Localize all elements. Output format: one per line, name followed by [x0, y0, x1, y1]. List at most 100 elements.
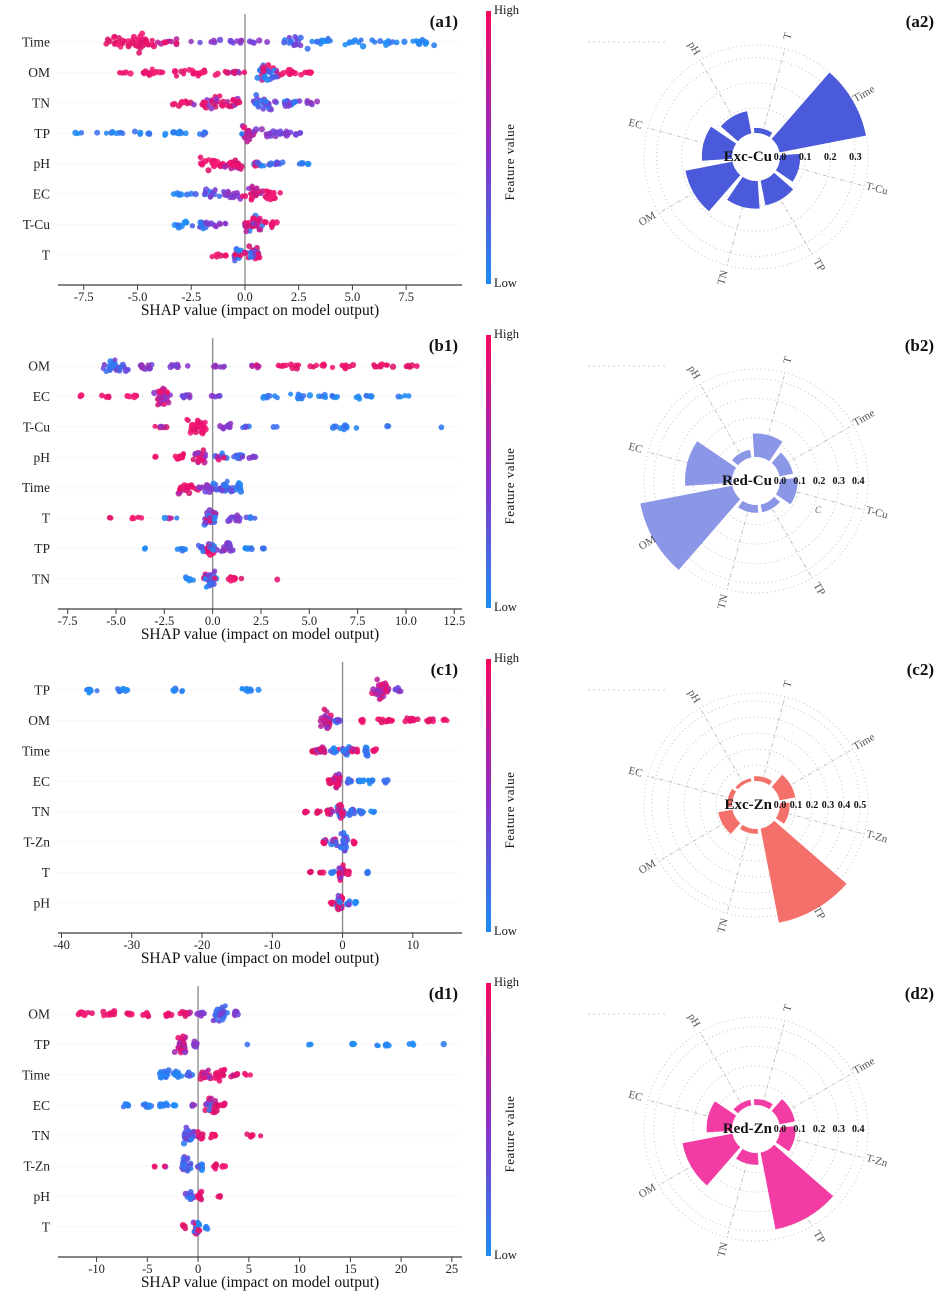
- polar-ring: [651, 700, 861, 910]
- shap-dot: [410, 1041, 417, 1048]
- shap-dot: [202, 419, 208, 425]
- shap-dot: [208, 39, 215, 45]
- shap-dot: [256, 254, 263, 261]
- shap-dot: [198, 485, 204, 491]
- shap-dot: [187, 1194, 194, 1201]
- shap-dot: [317, 808, 323, 814]
- beeswarm-plot: -10 -5 0 5 10 15 20 25 SHAP value (impact on mod…: [22, 984, 462, 1291]
- polar-bar-Time: [771, 72, 866, 153]
- x-tick-label: -7.5: [58, 614, 78, 628]
- polar-spoke-label-T: T: [781, 1003, 794, 1013]
- x-tick-label: -5: [142, 1262, 152, 1276]
- polar-bar-TP: [760, 496, 780, 513]
- shap-dot: [178, 99, 185, 106]
- shap-dot: [382, 779, 389, 786]
- shap-dot: [173, 40, 180, 46]
- polar-center-label: Exc-Zn: [724, 797, 772, 813]
- shap-dot: [103, 368, 109, 375]
- shap-dot: [370, 747, 376, 753]
- polar-plot: 0.0 0.1 0.2 0.3 Exc-Cu Time TpH EC OM TN TP T-Cu (a2…: [588, 12, 934, 286]
- polar-ring: [653, 1026, 859, 1232]
- dot-row-T-Zn: [151, 1153, 229, 1174]
- dot-row-TN: [182, 568, 281, 590]
- shap-dot: [353, 394, 359, 400]
- shap-dot: [264, 39, 271, 45]
- shap-dot: [258, 126, 265, 133]
- shap-dot: [335, 775, 342, 781]
- dot-row-Time: [103, 30, 438, 56]
- shap-dot: [179, 1073, 185, 1079]
- feature-label: T: [42, 511, 51, 526]
- polar-spoke-label-T: T: [781, 355, 794, 365]
- shap-dot: [208, 105, 215, 112]
- polar-spoke: [658, 168, 736, 214]
- polar-spoke-label-Time: Time: [851, 731, 877, 753]
- polar-bar-pH: [735, 778, 752, 790]
- polar-spoke-label-T: T: [781, 679, 794, 689]
- shap-dot: [161, 514, 168, 522]
- shap-dot: [202, 189, 208, 196]
- shap-dot: [219, 1163, 226, 1170]
- polar-bar-T: [754, 127, 773, 138]
- shap-dot: [217, 1194, 223, 1200]
- polar-bar-TN: [736, 1148, 759, 1165]
- shap-dot: [248, 546, 255, 553]
- polar-tick-label: 0.4: [852, 476, 865, 487]
- shap-dot: [348, 807, 355, 814]
- feature-label: Time: [22, 35, 50, 50]
- shap-dot: [213, 252, 219, 258]
- x-tick-label: 0.0: [205, 614, 221, 628]
- x-tick-label: 0: [339, 938, 345, 952]
- shap-dot: [314, 38, 321, 45]
- shap-dot: [157, 1101, 164, 1108]
- x-tick-label: 5.0: [345, 290, 361, 304]
- shap-dot: [323, 723, 331, 731]
- shap-dot: [383, 42, 389, 48]
- shap-dot: [227, 420, 234, 427]
- shap-dot: [242, 134, 249, 141]
- polar-ring: [672, 397, 840, 565]
- polar-spoke: [776, 748, 854, 794]
- shap-dot: [274, 395, 280, 401]
- shap-dot: [124, 687, 131, 693]
- shap-dot: [226, 103, 233, 110]
- polar-spoke-label-EC: EC: [627, 765, 644, 780]
- polar-tick-label: 0.4: [838, 800, 851, 811]
- shap-dot: [175, 490, 182, 497]
- shap-dot: [373, 691, 379, 697]
- feature-label: T: [42, 248, 51, 263]
- shap-dot: [183, 219, 190, 226]
- shap-dot: [173, 363, 179, 369]
- polar-spoke: [658, 1140, 736, 1186]
- polar-spoke: [761, 372, 786, 458]
- shap-dot: [165, 399, 172, 406]
- shap-dot: [335, 716, 342, 724]
- x-tick-label: -20: [194, 938, 211, 952]
- shap-dot: [182, 1135, 189, 1142]
- feature-label: TP: [34, 541, 50, 556]
- shap-dot: [384, 423, 391, 430]
- dot-row-pH: [197, 154, 312, 174]
- shap-dot: [156, 1070, 163, 1077]
- shap-dot: [267, 160, 275, 167]
- shap-dot: [341, 423, 348, 430]
- dot-row-Time: [175, 478, 245, 497]
- feature-label: pH: [34, 896, 51, 911]
- beeswarm-panel-d1: -10 -5 0 5 10 15 20 25 SHAP value (impact on mod…: [22, 984, 462, 1291]
- shap-dot: [168, 515, 174, 521]
- polar-tick-label: 0.0: [774, 1124, 787, 1135]
- shap-dot: [126, 1010, 133, 1017]
- shap-dot: [137, 39, 145, 46]
- shap-dot: [182, 130, 189, 137]
- polar-spoke-label-pH: pH: [685, 364, 702, 382]
- polar-bar-Time: [771, 452, 793, 477]
- x-tick-label: 10: [293, 1262, 306, 1276]
- shap-dot: [195, 73, 201, 79]
- shap-dot: [180, 1140, 188, 1147]
- dot-row-TN: [301, 801, 378, 821]
- shap-dot: [179, 1041, 186, 1048]
- shap-dot: [213, 104, 219, 110]
- shap-dot: [185, 1128, 192, 1135]
- polar-spoke: [699, 383, 745, 461]
- shap-dot: [419, 36, 426, 42]
